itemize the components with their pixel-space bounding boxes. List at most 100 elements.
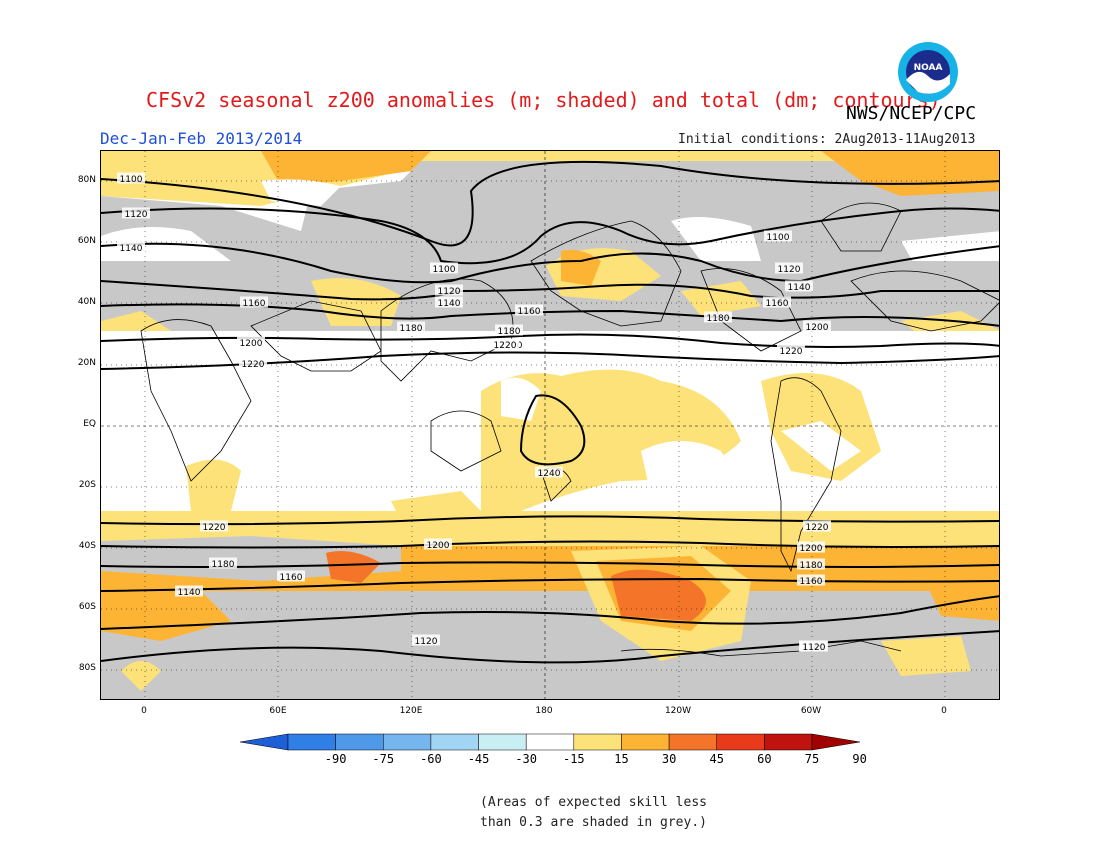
contour-label-bg (435, 296, 463, 308)
chart-title: CFSv2 seasonal z200 anomalies (m; shaded… (146, 88, 941, 112)
contour-label: 1160 (243, 299, 266, 309)
contour-label: 1120 (778, 265, 801, 275)
contour-label: 1200 (806, 323, 829, 333)
coastlines (140, 202, 999, 657)
svg-text:NOAA: NOAA (914, 63, 943, 73)
contour-label: 1160 (518, 307, 541, 317)
latitude-label: 60S (78, 602, 96, 612)
skill-note: (Areas of expected skill less than 0.3 a… (480, 793, 707, 833)
contour-label: 1100 (120, 175, 143, 185)
colorbar-tick: -75 (372, 752, 395, 766)
contour-label-bg (240, 296, 268, 308)
noaa-logo: NOAA (896, 40, 960, 108)
colorbar-segment (335, 733, 384, 751)
colorbar-segment (764, 733, 813, 751)
longitude-label: 180 (535, 706, 553, 716)
colorbar-segment (383, 733, 432, 751)
colorbar-tick: -90 (324, 752, 347, 766)
latitude-label: 60N (77, 236, 96, 246)
contour-label-bg (117, 172, 145, 184)
longitude-label: 120W (664, 706, 692, 716)
contour-label-bg (200, 520, 228, 532)
contour-label-bg (430, 262, 458, 274)
contour-label: 1220 (780, 347, 803, 357)
contour-label: 1180 (707, 314, 730, 324)
colorbar-segment (573, 733, 622, 751)
latitude-label: 40S (78, 541, 96, 551)
height-contours (101, 160, 999, 664)
colorbar-tick: 45 (709, 752, 724, 766)
contour-label: 1160 (280, 573, 303, 583)
latitude-label: EQ (83, 419, 96, 429)
longitude-label: 60W (800, 706, 822, 716)
initial-conditions: Initial conditions: 2Aug2013-11Aug2013 (678, 132, 976, 147)
colorbar-high-arrow (811, 733, 861, 751)
anomaly-map: 1100 1120 1140 1160 1180 1200 1220 1240 1220 1200… (100, 150, 1000, 700)
contour-label-bg (435, 284, 463, 296)
colorbar-segment (430, 733, 479, 751)
latitude-label: 80S (78, 663, 96, 673)
contour-label-bg (797, 574, 825, 586)
contour-label-bg (797, 541, 825, 553)
contour-label: 1100 (767, 233, 790, 243)
skill-note-line-1: (Areas of expected skill less (480, 795, 707, 810)
longitude-label: 0 (941, 706, 947, 716)
contour-label: 1180 (498, 327, 521, 337)
contour-label-bg (491, 338, 519, 350)
contour-label: 1220 (806, 523, 829, 533)
contour-label-bg (424, 538, 452, 550)
contour-label-bg (797, 558, 825, 570)
latitude-label: 40N (77, 297, 96, 307)
contour-label-bg (803, 520, 831, 532)
contour-label-bg (495, 324, 523, 336)
contour-label: 1200 (240, 339, 263, 349)
contour-label-bg (122, 207, 150, 219)
contour-labels: 1100 1120 1140 1160 1180 1200 1220 1240 1220 1200… (117, 172, 831, 653)
colorbar-segment (525, 733, 575, 751)
skill-note-line-2: than 0.3 are shaded in grey.) (480, 815, 707, 830)
colorbar-segment (287, 733, 336, 751)
contour-label-bg (800, 640, 828, 652)
minor-grid (101, 151, 999, 699)
contour-label: 1200 (800, 544, 823, 554)
contour-label-bg (763, 296, 791, 308)
forecast-period: Dec-Jan-Feb 2013/2014 (100, 129, 303, 148)
colorbar-tick: 75 (804, 752, 820, 766)
contour-label-bg (277, 570, 305, 582)
agency-label: NWS/NCEP/CPC (846, 103, 977, 124)
contour-label-bg (704, 311, 732, 323)
contour-label-bg (785, 280, 813, 292)
longitude-label: 120E (399, 706, 423, 716)
anomaly-shading (101, 151, 999, 699)
contour-label-bg (412, 634, 440, 646)
colorbar-segment (716, 733, 765, 751)
colorbar-low-arrow (239, 733, 289, 751)
reference-grid (101, 151, 999, 699)
contour-label: 1120 (415, 637, 438, 647)
contour-label-bg (209, 557, 237, 569)
contour-label-bg (117, 241, 145, 253)
contour-label: 1180 (400, 324, 423, 334)
colorbar-segment (478, 733, 527, 751)
contour-label-bg (397, 321, 425, 333)
contour-label-bg (237, 336, 265, 348)
colorbar-tick: -30 (515, 752, 538, 766)
contour-label-bg (515, 304, 543, 316)
contour-label: 1180 (212, 560, 235, 570)
contour-label: 1120 (438, 287, 461, 297)
contour-label: 1140 (178, 588, 201, 598)
colorbar-tick: 90 (852, 752, 867, 766)
contour-label-bg (535, 466, 563, 478)
contour-label-bg (764, 230, 792, 242)
colorbar-tick: 15 (614, 752, 629, 766)
contour-label: 1240 (538, 469, 561, 479)
contour-label-bg (775, 262, 803, 274)
contour-label: 1160 (766, 299, 789, 309)
contour-label: 1120 (125, 210, 148, 220)
contour-label-bg (239, 357, 267, 369)
contour-label: 1220 (494, 341, 517, 351)
contour-label: 1140 (120, 244, 143, 254)
colorbar-tick: 30 (661, 752, 677, 766)
latitude-label: 80N (77, 175, 96, 185)
colorbar (239, 733, 861, 755)
